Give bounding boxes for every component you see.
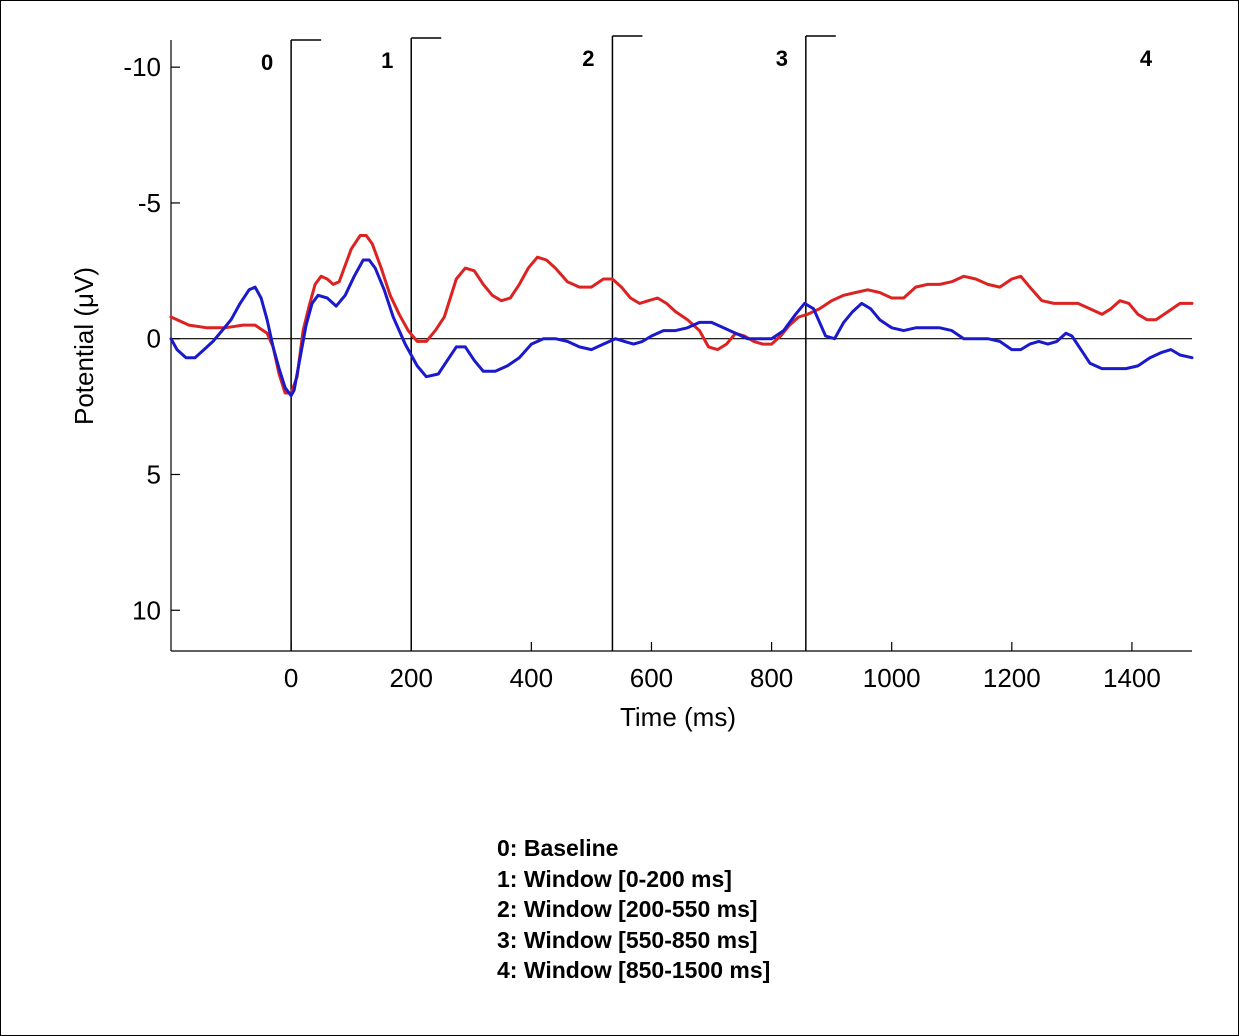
legend-note: 0: Baseline — [497, 833, 770, 864]
window-label: 0 — [261, 50, 273, 75]
x-tick-label: 200 — [390, 663, 433, 693]
y-tick-label: 5 — [147, 459, 161, 489]
series-line — [171, 260, 1192, 396]
x-tick-label: 0 — [284, 663, 298, 693]
legend-note: 1: Window [0-200 ms] — [497, 864, 770, 895]
window-label: 2 — [582, 46, 594, 71]
y-tick-label: 10 — [132, 595, 161, 625]
window-label: 4 — [1140, 46, 1153, 71]
x-tick-label: 1200 — [983, 663, 1041, 693]
x-tick-label: 400 — [510, 663, 553, 693]
legend-note: 3: Window [550-850 ms] — [497, 925, 770, 956]
x-axis-label: Time (ms) — [620, 702, 736, 732]
legend-note: 2: Window [200-550 ms] — [497, 894, 770, 925]
window-legend: 0: Baseline 1: Window [0-200 ms] 2: Wind… — [497, 833, 770, 986]
y-tick-label: -5 — [138, 188, 161, 218]
y-axis-label: Potential (μV) — [69, 267, 99, 425]
x-tick-label: 1000 — [863, 663, 921, 693]
x-tick-label: 600 — [630, 663, 673, 693]
series-line — [171, 236, 1192, 394]
x-tick-label: 800 — [750, 663, 793, 693]
window-label: 1 — [381, 48, 393, 73]
y-tick-label: 0 — [147, 324, 161, 354]
window-label: 3 — [776, 46, 788, 71]
y-tick-label: -10 — [123, 52, 161, 82]
plot-area — [171, 40, 1192, 651]
series-lines — [171, 236, 1192, 396]
legend-note: 4: Window [850-1500 ms] — [497, 955, 770, 986]
x-tick-label: 1400 — [1103, 663, 1161, 693]
